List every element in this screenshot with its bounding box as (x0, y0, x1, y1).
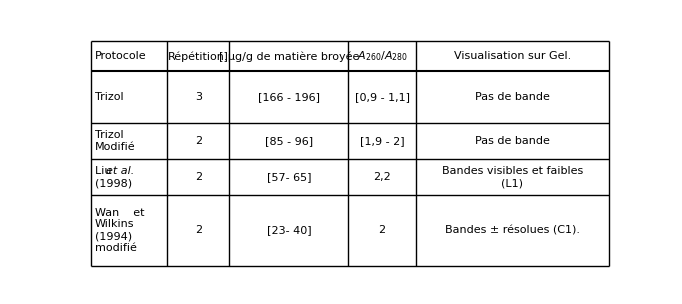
Text: (1998): (1998) (95, 178, 132, 188)
Text: [57- 65]: [57- 65] (267, 172, 311, 182)
Text: 2: 2 (195, 226, 202, 236)
Text: 3: 3 (195, 92, 202, 102)
Text: 2: 2 (195, 136, 202, 146)
Text: Modifié: Modifié (95, 142, 136, 152)
Text: Visualisation sur Gel.: Visualisation sur Gel. (454, 51, 571, 61)
Text: Répétition.: Répétition. (168, 51, 228, 62)
Text: [0,9 - 1,1]: [0,9 - 1,1] (355, 92, 410, 102)
Text: 2: 2 (195, 172, 202, 182)
Text: Liu: Liu (95, 166, 115, 176)
Text: Wilkins: Wilkins (95, 219, 134, 230)
Text: [166 - 196]: [166 - 196] (258, 92, 320, 102)
Text: $A_{260}/A_{280}$: $A_{260}/A_{280}$ (357, 50, 408, 63)
Text: Pas de bande: Pas de bande (475, 92, 550, 102)
Text: (L1): (L1) (501, 178, 523, 188)
Text: [23- 40]: [23- 40] (267, 226, 311, 236)
Text: [85 - 96]: [85 - 96] (265, 136, 313, 146)
Text: modifié: modifié (95, 244, 136, 254)
Text: [1,9 - 2]: [1,9 - 2] (360, 136, 404, 146)
Text: et al.: et al. (106, 166, 134, 176)
Text: Protocole: Protocole (95, 51, 147, 61)
Text: []μg/g de matière broyée: []μg/g de matière broyée (219, 51, 359, 62)
Text: Trizol: Trizol (95, 130, 123, 140)
Text: Pas de bande: Pas de bande (475, 136, 550, 146)
Text: (1994): (1994) (95, 231, 132, 241)
Text: 2,2: 2,2 (373, 172, 391, 182)
Text: Bandes ± résolues (C1).: Bandes ± résolues (C1). (445, 226, 580, 236)
Text: Trizol: Trizol (95, 92, 123, 102)
Text: 2: 2 (379, 226, 386, 236)
Text: Bandes visibles et faibles: Bandes visibles et faibles (441, 166, 583, 176)
Text: Wan    et: Wan et (95, 208, 145, 218)
